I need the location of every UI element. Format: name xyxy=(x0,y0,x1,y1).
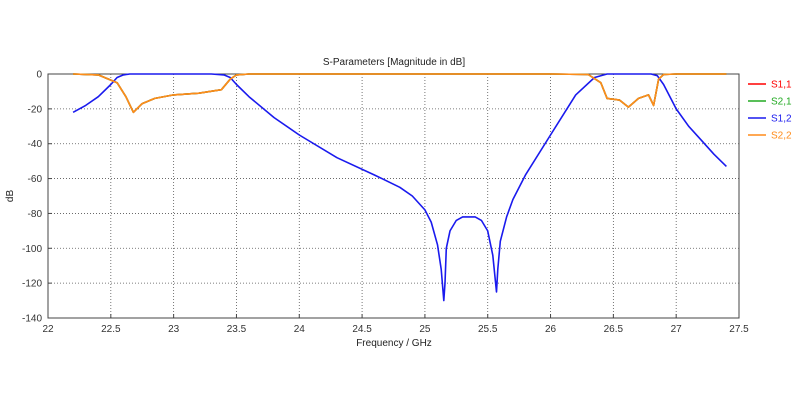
y-tick-label: -80 xyxy=(28,209,43,220)
x-tick-label: 25 xyxy=(419,324,431,335)
x-tick-label: 22 xyxy=(42,324,54,335)
y-tick-label: -60 xyxy=(28,174,43,185)
grid-lines xyxy=(48,74,739,318)
x-tick-label: 25.5 xyxy=(478,324,498,335)
series-line-s2-2 xyxy=(73,73,727,114)
x-tick-label: 24.5 xyxy=(352,324,372,335)
x-tick-label: 27 xyxy=(671,324,683,335)
legend-label: S2,1 xyxy=(771,97,792,108)
y-tick-label: -140 xyxy=(22,314,42,325)
legend-label: S1,2 xyxy=(771,114,792,125)
series-line-s1-2 xyxy=(72,73,727,302)
x-axis-ticks: 22 22.5 23 23.5 24 24.5 25 25.5 26 26.5 27 27.5 xyxy=(42,314,749,335)
y-axis-ticks: 0 -20 -40 -60 -80 -100 -120 -140 xyxy=(22,70,52,325)
x-axis-label: Frequency / GHz xyxy=(356,338,432,349)
x-tick-label: 26 xyxy=(545,324,557,335)
legend-label: S2,2 xyxy=(771,131,792,142)
chart-title: S-Parameters [Magnitude in dB] xyxy=(323,57,466,68)
plot-area xyxy=(47,73,740,319)
y-tick-label: -120 xyxy=(22,279,42,290)
y-tick-label: -20 xyxy=(28,104,43,115)
x-tick-label: 22.5 xyxy=(101,324,121,335)
y-axis-label: dB xyxy=(5,190,16,203)
y-tick-label: -100 xyxy=(22,244,42,255)
x-tick-label: 23 xyxy=(168,324,180,335)
series-group xyxy=(72,73,727,302)
x-tick-label: 26.5 xyxy=(604,324,624,335)
legend-label: S1,1 xyxy=(771,80,792,91)
y-tick-label: -40 xyxy=(28,139,43,150)
x-tick-label: 27.5 xyxy=(729,324,749,335)
x-tick-label: 23.5 xyxy=(227,324,247,335)
y-tick-label: 0 xyxy=(36,70,42,81)
x-tick-label: 24 xyxy=(294,324,306,335)
legend: S1,1 S2,1 S1,2 S2,2 xyxy=(748,80,792,142)
